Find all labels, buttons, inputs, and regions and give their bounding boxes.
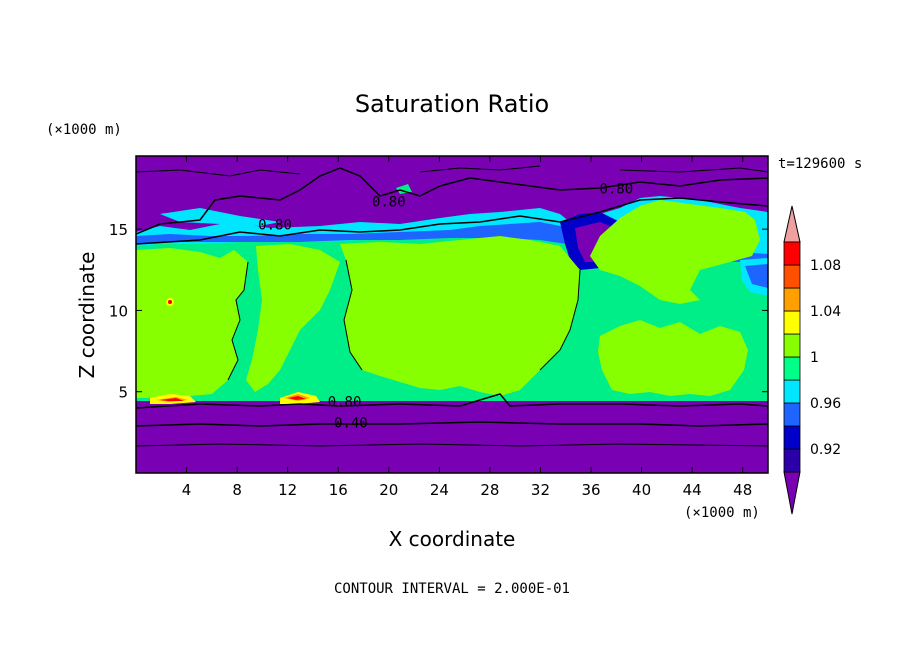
near-base-red-spot-left <box>160 398 184 401</box>
lime-region-right-bottom <box>598 320 748 396</box>
contour-label: 0.80 <box>372 195 406 211</box>
colorbar-bottom-arrow <box>783 471 801 515</box>
x-tick-label: 24 <box>430 481 449 499</box>
x-axis-label: X coordinate <box>389 527 516 551</box>
lime-region-left <box>136 248 248 398</box>
colorbar-segment <box>783 310 801 335</box>
x-tick-label: 32 <box>531 481 550 499</box>
lime-region-center-left <box>246 244 340 392</box>
colorbar-segment <box>783 241 801 266</box>
contour-label: 0.40 <box>334 416 368 432</box>
y-axis-label: Z coordinate <box>75 252 99 379</box>
colorbar-top-arrow <box>783 205 801 243</box>
y-axis-ticks: 5 10 15 <box>109 221 768 402</box>
colorbar-tick-label: 0.96 <box>810 396 841 412</box>
chart-title: Saturation Ratio <box>355 90 549 118</box>
contour-interval-footer: CONTOUR INTERVAL = 2.000E-01 <box>334 581 570 597</box>
contour-label: 0.80 <box>599 182 633 198</box>
x-tick-label: 44 <box>683 481 702 499</box>
colorbar-tick-label: 1.04 <box>810 304 841 320</box>
contour-line-040 <box>136 421 768 427</box>
x-tick-label: 8 <box>232 481 242 499</box>
colorbar-segment <box>783 264 801 289</box>
contour-line-lower-thin <box>136 443 768 447</box>
x-tick-label: 28 <box>480 481 499 499</box>
y-tick-label: 10 <box>109 302 128 320</box>
x-tick-label: 4 <box>182 481 192 499</box>
plot-area: 0.80 0.80 0.80 0.80 0.40 <box>136 156 768 473</box>
x-tick-label: 12 <box>278 481 297 499</box>
x-tick-label: 20 <box>379 481 398 499</box>
upper-green-bit <box>396 184 412 194</box>
contour-labels: 0.80 0.80 0.80 0.80 0.40 <box>258 182 633 432</box>
lower-dry-layer <box>136 401 768 473</box>
contour-label: 0.80 <box>328 394 362 410</box>
colorbar-segment <box>783 287 801 312</box>
contour-line-inner-cloud <box>227 259 581 381</box>
colorbar: 0.92 0.96 1 1.04 1.08 <box>783 205 841 515</box>
colorbar-segment <box>783 448 801 473</box>
colorbar-segment <box>783 402 801 427</box>
y-tick-label: 15 <box>109 221 128 239</box>
near-base-red-spot-center <box>288 396 306 400</box>
colorbar-tick-label: 0.92 <box>810 442 841 458</box>
contour-line-080-lower <box>136 393 768 409</box>
x-axis-unit: (×1000 m) <box>684 505 760 521</box>
colorbar-segment <box>783 356 801 381</box>
colorbar-segment <box>783 425 801 450</box>
plot-frame <box>135 155 769 474</box>
colorbar-tick-label: 1.08 <box>810 258 841 274</box>
colorbar-segment <box>783 379 801 404</box>
x-tick-label: 36 <box>581 481 600 499</box>
contour-line-080-upper <box>136 167 768 235</box>
lime-region-right-top <box>590 200 760 304</box>
upper-right-blue-patch <box>745 264 768 288</box>
y-tick-label: 5 <box>118 384 128 402</box>
colorbar-tick-label: 1 <box>810 350 819 366</box>
time-label: t=129600 s <box>778 156 862 172</box>
contour-lines <box>136 165 768 447</box>
x-tick-label: 48 <box>733 481 752 499</box>
x-tick-label: 40 <box>632 481 651 499</box>
x-axis-ticks: 4 8 12 16 20 24 28 32 36 40 44 48 <box>182 156 752 499</box>
y-axis-unit: (×1000 m) <box>46 122 122 138</box>
contour-label: 0.80 <box>258 217 292 233</box>
contour-line-upper-thin <box>136 165 768 177</box>
contour-line-080-cloudtop <box>136 197 768 245</box>
x-tick-label: 16 <box>329 481 348 499</box>
left-red-dot <box>168 300 172 304</box>
lime-region-center <box>340 236 580 396</box>
colorbar-segment <box>783 333 801 358</box>
